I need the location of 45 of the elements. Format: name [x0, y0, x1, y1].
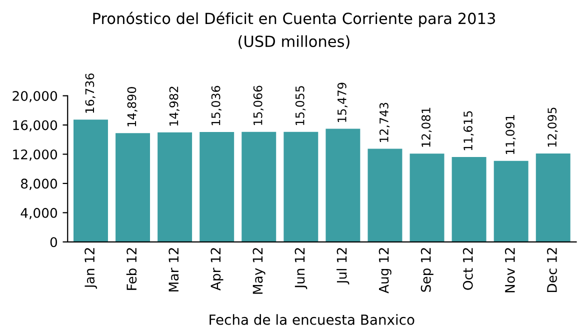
y-tick-label: 8,000	[21, 178, 58, 190]
data-label: 14,982	[169, 86, 180, 126]
bar	[242, 132, 276, 242]
bar	[452, 157, 486, 242]
y-tick-label: 4,000	[20, 208, 58, 220]
x-tick-label: Oct 12	[462, 248, 473, 290]
x-tick-label: Apr 12	[210, 248, 224, 290]
bar	[284, 132, 318, 242]
chart-title: Pronóstico del Déficit en Cuenta Corriente para 2013	[93, 12, 495, 28]
y-tick-label: 12,000	[13, 149, 58, 161]
x-tick-label: Jun 12	[294, 248, 308, 290]
bar	[200, 132, 234, 242]
bar	[368, 148, 402, 242]
y-tick-label: 0	[50, 237, 58, 248]
x-tick-label: Aug 12	[378, 248, 392, 294]
data-label: 12,095	[548, 108, 558, 147]
x-tick-label: Mar 12	[168, 248, 179, 292]
y-tick-label: 16,000	[13, 120, 58, 132]
bar	[116, 133, 150, 242]
data-label: 11,091	[506, 115, 516, 154]
data-label: 15,479	[337, 82, 348, 122]
x-tick-label: May 12	[252, 248, 266, 294]
x-tick-label: Jan 12	[84, 248, 98, 289]
data-label: 11,615	[464, 111, 474, 150]
bar	[536, 154, 570, 242]
data-label: 15,055	[295, 86, 306, 126]
bar	[410, 154, 444, 242]
data-label: 12,081	[422, 108, 432, 147]
data-label: 16,736	[85, 73, 96, 113]
bar	[326, 128, 360, 242]
x-tick-label: Feb 12	[126, 248, 137, 290]
data-label: 12,743	[379, 102, 390, 142]
x-tick-label: Sep 12	[420, 248, 434, 292]
x-tick-label: Jul 12	[336, 248, 350, 284]
x-tick-label: Nov 12	[504, 248, 515, 292]
bar	[74, 120, 108, 242]
data-label: 15,066	[253, 86, 264, 125]
bar	[158, 132, 192, 242]
bar	[494, 160, 528, 242]
x-tick-label: Dec 12	[546, 248, 557, 292]
x-axis-title: Fecha de la encuesta Banxico	[210, 314, 414, 325]
chart-subtitle: (USD millones)	[238, 35, 350, 49]
data-label: 15,036	[211, 86, 222, 126]
y-tick-label: 20,000	[12, 90, 58, 102]
data-label: 14,890	[127, 87, 138, 126]
